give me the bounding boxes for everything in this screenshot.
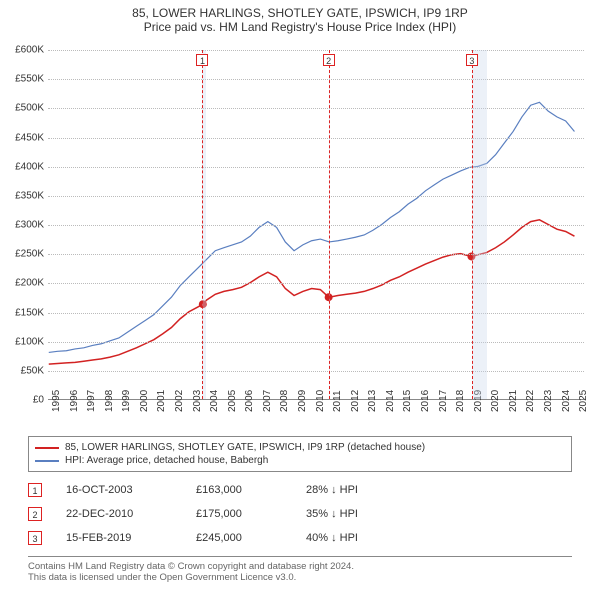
legend-label: 85, LOWER HARLINGS, SHOTLEY GATE, IPSWIC…: [65, 442, 425, 453]
chart-plot-area: £0£50K£100K£150K£200K£250K£300K£350K£400…: [48, 50, 584, 400]
x-axis-label: 2007: [262, 390, 273, 412]
transaction-badge: 1: [28, 483, 42, 497]
legend-item: HPI: Average price, detached house, Babe…: [35, 454, 565, 467]
y-axis-label: £50K: [4, 365, 44, 376]
gridline: [48, 138, 584, 139]
transaction-price: £245,000: [196, 532, 306, 544]
transaction-pct: 35% ↓ HPI: [306, 508, 426, 520]
y-axis-label: £300K: [4, 220, 44, 231]
y-axis-label: £100K: [4, 336, 44, 347]
marker-badge: 2: [323, 54, 335, 66]
x-axis-label: 2005: [227, 390, 238, 412]
chart-header: 85, LOWER HARLINGS, SHOTLEY GATE, IPSWIC…: [0, 0, 600, 36]
legend-label: HPI: Average price, detached house, Babe…: [65, 455, 268, 466]
transaction-table: 1 16-OCT-2003£163,00028% ↓ HPI 2 22-DEC-201…: [28, 478, 572, 550]
transaction-row: 1 16-OCT-2003£163,00028% ↓ HPI: [28, 478, 572, 502]
x-axis-label: 2017: [438, 390, 449, 412]
gridline: [48, 342, 584, 343]
transaction-price: £163,000: [196, 484, 306, 496]
x-axis-label: 2012: [350, 390, 361, 412]
legend-swatch: [35, 460, 59, 462]
x-axis-label: 2004: [209, 390, 220, 412]
transaction-date: 16-OCT-2003: [66, 484, 196, 496]
x-axis-label: 2002: [174, 390, 185, 412]
x-axis-label: 1995: [51, 390, 62, 412]
x-axis-label: 2018: [455, 390, 466, 412]
series-line-hpi: [49, 102, 575, 352]
legend-item: 85, LOWER HARLINGS, SHOTLEY GATE, IPSWIC…: [35, 441, 565, 454]
y-axis-label: £550K: [4, 74, 44, 85]
transaction-date: 15-FEB-2019: [66, 532, 196, 544]
x-axis-label: 2011: [332, 390, 343, 412]
x-axis-label: 2003: [192, 390, 203, 412]
transaction-badge: 2: [28, 507, 42, 521]
y-axis-label: £200K: [4, 278, 44, 289]
x-axis-label: 2023: [543, 390, 554, 412]
y-axis-label: £350K: [4, 190, 44, 201]
marker-vline: [202, 50, 203, 399]
x-axis-label: 2014: [385, 390, 396, 412]
x-axis-label: 2024: [561, 390, 572, 412]
transaction-pct: 28% ↓ HPI: [306, 484, 426, 496]
x-axis-label: 2001: [156, 390, 167, 412]
highlight-band: [472, 50, 487, 399]
y-axis-label: £250K: [4, 249, 44, 260]
transaction-row: 2 22-DEC-2010£175,00035% ↓ HPI: [28, 502, 572, 526]
gridline: [48, 225, 584, 226]
marker-vline: [472, 50, 473, 399]
legend-swatch: [35, 447, 59, 449]
x-axis-label: 2025: [578, 390, 589, 412]
x-axis-label: 2009: [297, 390, 308, 412]
y-axis-label: £0: [4, 395, 44, 406]
y-axis-label: £600K: [4, 45, 44, 56]
gridline: [48, 167, 584, 168]
x-axis-label: 1998: [104, 390, 115, 412]
y-axis-label: £500K: [4, 103, 44, 114]
gridline: [48, 50, 584, 51]
marker-badge: 1: [196, 54, 208, 66]
footer-line1: Contains HM Land Registry data © Crown c…: [28, 561, 572, 572]
transaction-badge: 3: [28, 531, 42, 545]
marker-badge: 3: [466, 54, 478, 66]
gridline: [48, 108, 584, 109]
x-axis-label: 1996: [69, 390, 80, 412]
marker-vline: [329, 50, 330, 399]
x-axis-label: 2010: [315, 390, 326, 412]
transaction-date: 22-DEC-2010: [66, 508, 196, 520]
gridline: [48, 254, 584, 255]
transaction-price: £175,000: [196, 508, 306, 520]
chart-title: 85, LOWER HARLINGS, SHOTLEY GATE, IPSWIC…: [0, 6, 600, 20]
footer-attribution: Contains HM Land Registry data © Crown c…: [28, 556, 572, 583]
x-axis-label: 2021: [508, 390, 519, 412]
x-axis-label: 2008: [279, 390, 290, 412]
x-axis-label: 2016: [420, 390, 431, 412]
gridline: [48, 313, 584, 314]
x-axis-label: 2013: [367, 390, 378, 412]
x-axis-label: 2022: [525, 390, 536, 412]
gridline: [48, 283, 584, 284]
x-axis-label: 1997: [86, 390, 97, 412]
footer-line2: This data is licensed under the Open Gov…: [28, 572, 572, 583]
y-axis-label: £450K: [4, 132, 44, 143]
gridline: [48, 196, 584, 197]
transaction-row: 3 15-FEB-2019£245,00040% ↓ HPI: [28, 526, 572, 550]
y-axis-label: £150K: [4, 307, 44, 318]
gridline: [48, 79, 584, 80]
x-axis-label: 2015: [402, 390, 413, 412]
chart-subtitle: Price paid vs. HM Land Registry's House …: [0, 20, 600, 34]
transaction-pct: 40% ↓ HPI: [306, 532, 426, 544]
x-axis-label: 2000: [139, 390, 150, 412]
legend: 85, LOWER HARLINGS, SHOTLEY GATE, IPSWIC…: [28, 436, 572, 472]
gridline: [48, 371, 584, 372]
x-axis-label: 1999: [121, 390, 132, 412]
x-axis-label: 2020: [490, 390, 501, 412]
x-axis-label: 2006: [244, 390, 255, 412]
y-axis-label: £400K: [4, 161, 44, 172]
